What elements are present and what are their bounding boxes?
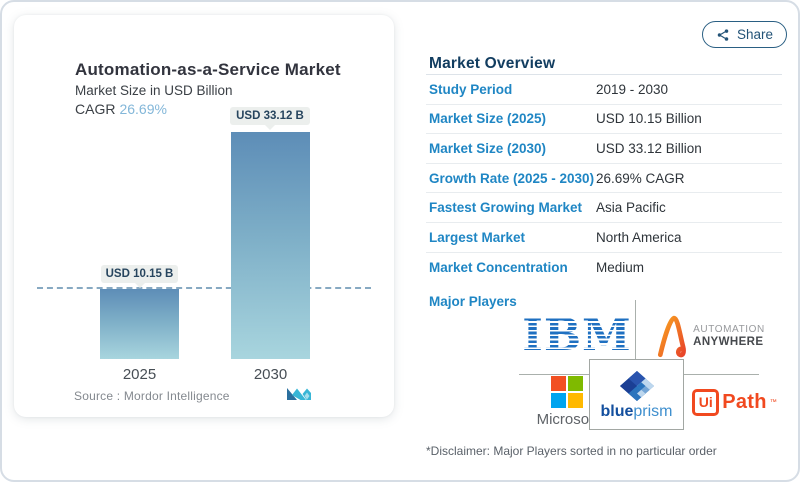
microsoft-logo: Microsoft [527,376,607,428]
blueprism-wordmark: blueprism [600,402,673,420]
automation-anywhere-line2: ANYWHERE [693,336,764,348]
row-label: Growth Rate (2025 - 2030) [429,170,595,186]
x-axis-label-2030: 2030 [253,366,288,383]
cagr-label: CAGR [75,101,116,117]
microsoft-squares-icon [551,376,583,408]
heading-divider [426,74,782,75]
row-value: USD 33.12 Billion [596,140,702,156]
table-row: Fastest Growing Market Asia Pacific [426,193,782,223]
major-players-label: Major Players [429,294,517,309]
share-icon [717,28,729,41]
share-button-label: Share [737,27,774,42]
row-label: Market Size (2025) [429,111,547,127]
row-value: 2019 - 2030 [596,81,669,97]
chart-subtitle: Market Size in USD Billion [75,83,233,98]
disclaimer-text: *Disclaimer: Major Players sorted in no … [426,444,717,458]
uipath-ui-box-icon: Ui [692,388,720,416]
automation-anywhere-line1: AUTOMATION [693,324,765,335]
table-row: Market Concentration Medium [426,253,782,283]
table-row: Growth Rate (2025 - 2030) 26.69% CAGR [426,164,782,194]
bar-2025 [100,289,179,359]
row-value: Medium [596,259,645,275]
blueprism-prism-icon [619,370,654,401]
uipath-ui-text: Ui [698,394,713,410]
table-row: Market Size (2025) USD 10.15 Billion [426,105,782,135]
logo-grid-vertical-divider [635,300,636,372]
ibm-logo: IBM [519,298,635,374]
bar-2030 [231,132,310,359]
automation-anywhere-logo: AUTOMATION ANYWHERE [637,298,782,374]
table-row: Largest Market North America [426,223,782,253]
bar-value-label-2025: USD 10.15 B [101,265,178,288]
uipath-logo: Ui Path ™ [687,382,782,422]
automation-anywhere-wordmark: AUTOMATION ANYWHERE [693,324,765,348]
bar-value-label-2030: USD 33.12 B [230,107,310,130]
row-label: Study Period [429,81,513,97]
chart-card: Automation-as-a-Service Market Market Si… [14,15,394,417]
x-axis-label-2025: 2025 [122,366,157,383]
share-button[interactable]: Share [702,21,788,48]
automation-anywhere-a-icon [658,315,687,358]
chart-cagr-line: CAGR 26.69% [75,101,167,117]
row-value: USD 10.15 Billion [596,111,702,127]
overview-table: Study Period 2019 - 2030 Market Size (20… [426,75,782,282]
reference-dashed-line [37,287,371,289]
cagr-value: 26.69% [119,101,167,117]
row-value: 26.69% CAGR [596,170,685,186]
row-label: Largest Market [429,229,526,245]
row-value: Asia Pacific [596,200,666,216]
uipath-path-text: Path [722,390,767,413]
chart-source: Source : Mordor Intelligence [74,389,230,403]
ibm-logo-text: IBM [522,310,632,361]
table-row: Market Size (2030) USD 33.12 Billion [426,134,782,164]
table-row: Study Period 2019 - 2030 [426,75,782,105]
row-label: Market Concentration [429,259,568,275]
major-players-logos: IBM AUTOMATION ANYWHERE [519,298,782,434]
row-label: Market Size (2030) [429,140,547,156]
overview-heading: Market Overview [429,55,556,72]
chart-title: Automation-as-a-Service Market [75,60,341,79]
row-label: Fastest Growing Market [429,200,583,216]
blueprism-logo: blueprism [589,359,684,430]
blueprism-word-blue: blue [600,402,634,420]
uipath-tm-mark: ™ [769,398,777,406]
blueprism-word-prism: prism [633,402,673,420]
mordor-intelligence-logo-icon [287,388,311,400]
row-value: North America [596,229,682,245]
microsoft-wordmark: Microsoft [536,411,598,428]
